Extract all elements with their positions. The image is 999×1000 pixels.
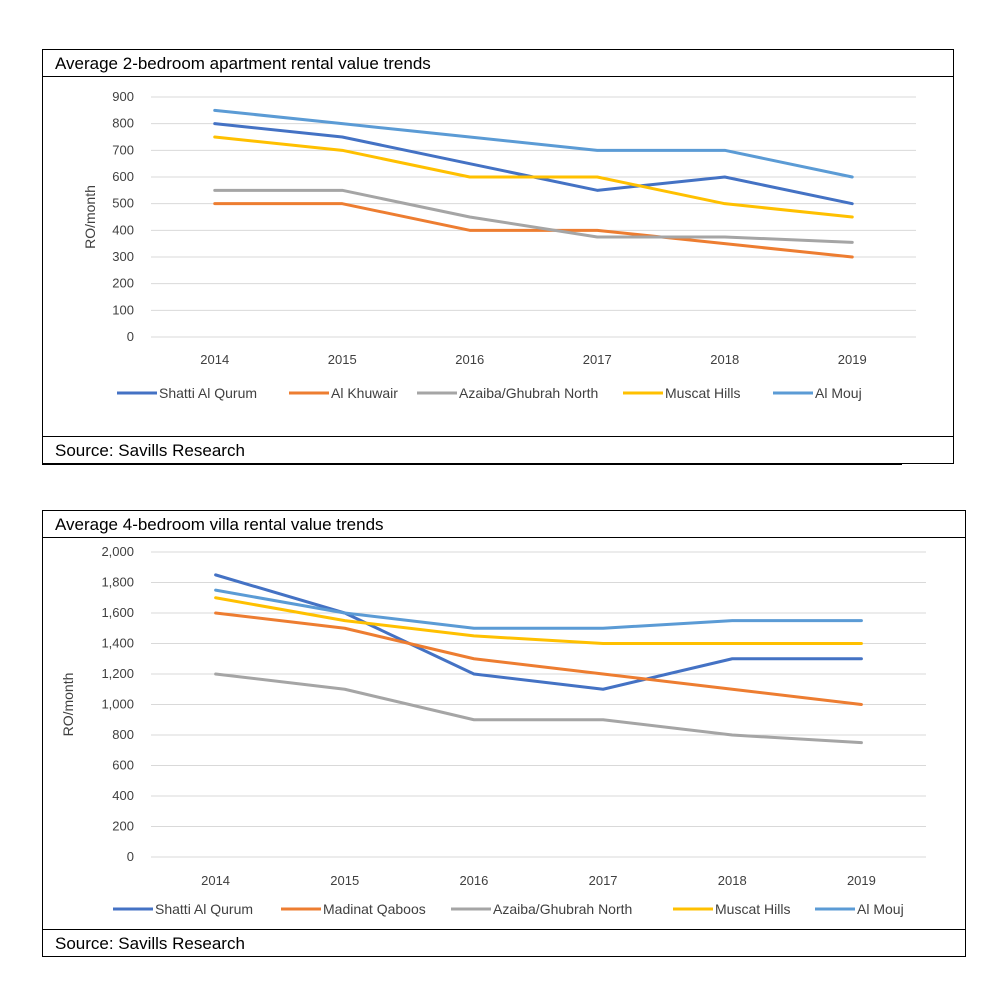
series-line-azaiba-ghubrah-north <box>214 672 863 745</box>
y-tick-label: 1,200 <box>101 666 134 681</box>
x-tick-label: 2019 <box>847 873 876 888</box>
chart-title: Average 2-bedroom apartment rental value… <box>43 50 953 77</box>
y-tick-label: 500 <box>112 196 134 211</box>
series-line-shatti-al-qurum <box>214 573 863 691</box>
x-tick-label: 2017 <box>583 352 612 367</box>
x-tick-label: 2016 <box>455 352 484 367</box>
chart-panel-apartment: Average 2-bedroom apartment rental value… <box>42 49 954 464</box>
line-chart-apartment: 0 100 200 300 400 500 600 700 800 900 2014 2015 2016… <box>82 89 916 401</box>
x-tick-label: 2018 <box>710 352 739 367</box>
legend-label: Shatti Al Qurum <box>155 901 253 917</box>
line-chart-villa: 0 200 400 600 800 1,000 1,200 1,400 1,600 1,800 2,… <box>60 544 926 917</box>
y-tick-label: 1,000 <box>101 697 134 712</box>
series-line-muscat-hills <box>214 596 863 645</box>
chart-title: Average 4-bedroom villa rental value tre… <box>43 511 965 538</box>
y-tick-label: 600 <box>112 758 134 773</box>
legend-label: Muscat Hills <box>715 901 790 917</box>
y-tick-label: 2,000 <box>101 544 134 559</box>
series-line-al-mouj <box>213 108 854 179</box>
legend-label: Madinat Qaboos <box>323 901 426 917</box>
divider <box>42 464 902 465</box>
series-line-al-khuwair <box>213 202 854 259</box>
x-tick-label: 2015 <box>330 873 359 888</box>
y-tick-label: 300 <box>112 249 134 264</box>
series-line-muscat-hills <box>213 135 854 219</box>
y-tick-label: 0 <box>127 329 134 344</box>
y-tick-label: 100 <box>112 302 134 317</box>
legend-label: Al Mouj <box>857 901 904 917</box>
legend-label: Azaiba/Ghubrah North <box>493 901 632 917</box>
y-tick-label: 800 <box>112 727 134 742</box>
series-line-azaiba-ghubrah-north <box>213 188 854 244</box>
y-tick-label: 1,400 <box>101 636 134 651</box>
chart-source: Source: Savills Research <box>43 929 965 956</box>
chart-panel-villa: Average 4-bedroom villa rental value tre… <box>42 510 966 957</box>
legend-label: Al Mouj <box>815 385 862 401</box>
legend-label: Azaiba/Ghubrah North <box>459 385 598 401</box>
y-axis-label: RO/month <box>60 673 76 737</box>
series-line-al-mouj <box>214 588 863 630</box>
y-tick-label: 200 <box>112 276 134 291</box>
y-tick-label: 1,800 <box>101 575 134 590</box>
x-tick-label: 2019 <box>838 352 867 367</box>
x-tick-label: 2014 <box>201 873 230 888</box>
x-tick-label: 2016 <box>459 873 488 888</box>
chart-source: Source: Savills Research <box>43 436 953 463</box>
x-tick-label: 2014 <box>200 352 229 367</box>
legend-label: Shatti Al Qurum <box>159 385 257 401</box>
y-tick-label: 200 <box>112 819 134 834</box>
legend-label: Al Khuwair <box>331 385 398 401</box>
x-tick-label: 2015 <box>328 352 357 367</box>
x-tick-label: 2017 <box>589 873 618 888</box>
x-tick-label: 2018 <box>718 873 747 888</box>
y-tick-label: 400 <box>112 222 134 237</box>
y-axis-label: RO/month <box>82 185 98 249</box>
y-tick-label: 1,600 <box>101 605 134 620</box>
y-tick-label: 400 <box>112 788 134 803</box>
y-tick-label: 700 <box>112 142 134 157</box>
y-tick-label: 900 <box>112 89 134 104</box>
y-tick-label: 600 <box>112 169 134 184</box>
y-tick-label: 0 <box>127 849 134 864</box>
legend-label: Muscat Hills <box>665 385 740 401</box>
y-tick-label: 800 <box>112 116 134 131</box>
series-line-madinat-qaboos <box>214 611 863 706</box>
